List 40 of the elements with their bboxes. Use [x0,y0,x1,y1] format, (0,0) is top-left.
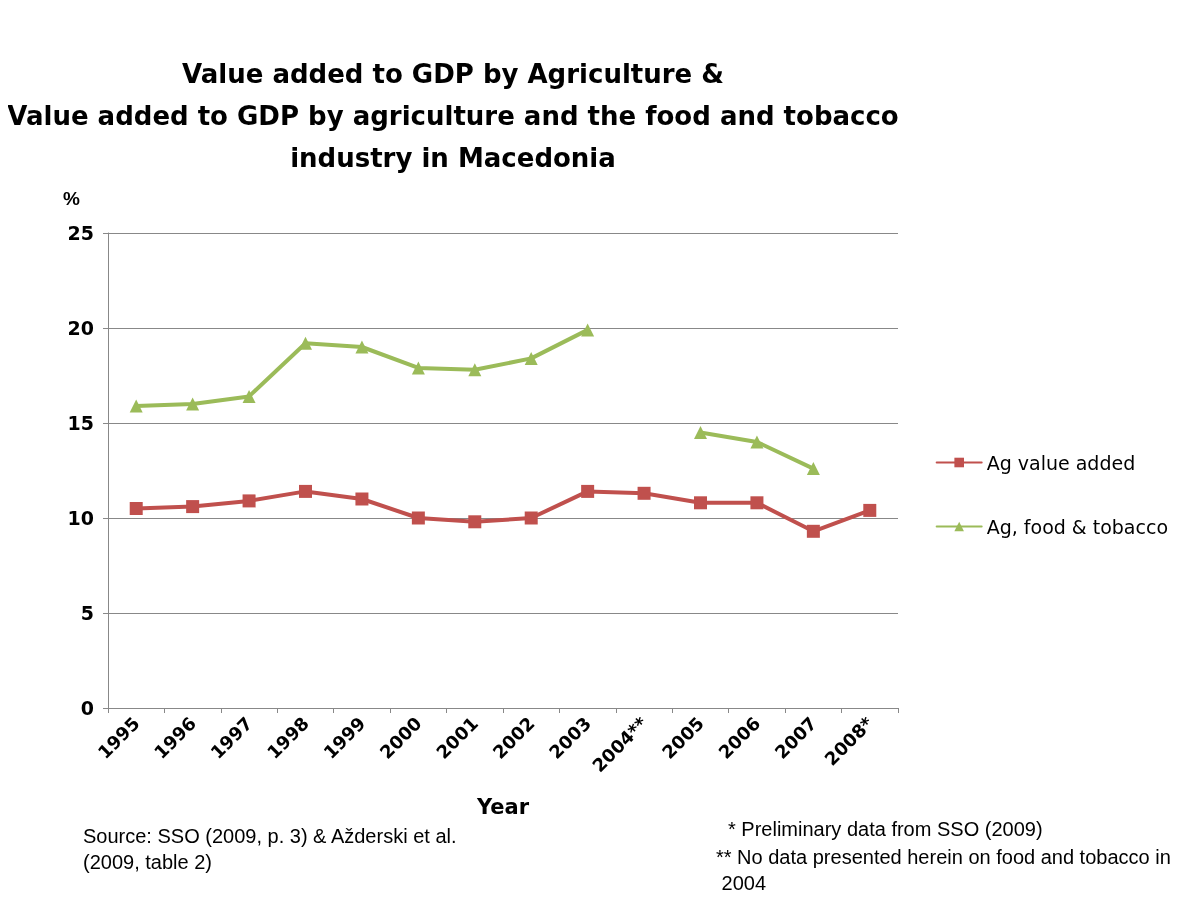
point [129,502,143,515]
point [806,462,820,476]
point [524,351,538,365]
point [186,397,200,411]
point [806,524,820,538]
point [355,340,369,354]
text: ** No data presented herein on food and tobacco in 2004 [716,846,1171,894]
y-tick-label: 15 [67,412,94,434]
y-tick-label: 10 [67,507,94,529]
text: * Preliminary data from SSO (2009) [728,818,1043,840]
chart-title: Value added to GDP by Agriculture & Value added to GDP by agriculture and the food and tobacco industry in Macedonia [7,59,899,173]
point [129,399,143,413]
point [242,389,256,403]
point [863,503,877,517]
y-tick-label: 0 [80,697,94,719]
y-tick-label: 25 [67,222,94,244]
point [355,492,369,506]
y-tick-label: 5 [80,602,94,624]
point [299,484,312,498]
point [581,323,595,337]
point [411,361,425,375]
point [468,363,482,377]
legend-label: Ag, food & tobacco [986,515,1168,538]
x-axis-title: Year [475,794,530,819]
legend-label: Ag value added [986,451,1136,474]
point [581,484,595,498]
source-note: Source: SSO (2009, p. 3) & Ažderski et al. (2009, table 2) [83,825,463,873]
y-axis-title: % [63,188,81,209]
point [524,511,538,525]
point [411,511,425,525]
y-tick-label: 20 [67,317,94,339]
point [637,486,651,500]
point [694,496,707,510]
point [694,426,707,439]
point [242,494,256,508]
point [750,435,764,449]
point [186,500,200,514]
point [750,496,764,510]
point [468,515,482,529]
point [299,336,312,350]
